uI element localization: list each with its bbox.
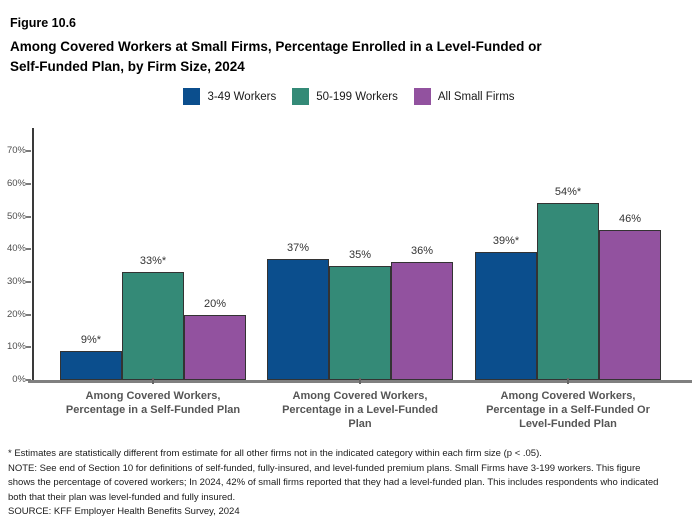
x-axis-tick [152, 378, 154, 384]
y-axis-tick [26, 248, 31, 251]
category-label: Among Covered Workers, Percentage in a S… [65, 390, 241, 416]
legend-label: 50-199 Workers [316, 90, 398, 103]
legend-item-all-small-firms: All Small Firms [413, 88, 515, 105]
y-axis-tick-label: 10% [6, 341, 26, 353]
bar-50-199-workers-group3 [537, 203, 599, 380]
y-axis-tick-label: 40% [6, 243, 26, 255]
legend-swatch-icon [183, 88, 201, 105]
y-axis-tick [26, 215, 31, 218]
bar-3-49-workers-group1 [60, 350, 122, 380]
bar-50-199-workers-group2 [329, 265, 391, 380]
y-axis-tick-label: 50% [6, 210, 26, 222]
category-label: Among Covered Workers, Percentage in a L… [282, 390, 438, 430]
y-axis-tick [26, 313, 31, 316]
bar-50-199-workers-group1 [122, 272, 184, 380]
figure-title: Among Covered Workers at Small Firms, Pe… [10, 39, 542, 74]
y-axis-tick [26, 182, 31, 185]
bar-all-small-firms-group3 [599, 229, 661, 380]
y-axis-tick [26, 150, 31, 153]
legend-swatch-icon [292, 88, 310, 105]
y-axis-tick [26, 346, 31, 349]
footnote-source: SOURCE: KFF Employer Health Benefits Sur… [8, 506, 240, 518]
x-axis-tick [359, 378, 361, 384]
bar-value-label: 37% [286, 242, 310, 254]
bar-value-label: 46% [618, 212, 642, 225]
y-axis-tick [26, 280, 31, 283]
legend-label: All Small Firms [437, 90, 515, 103]
legend-item-50-199-workers: 50-199 Workers [292, 88, 398, 105]
y-axis-tick-label: 20% [6, 308, 26, 320]
footnotes: * Estimates are statistically different … [0, 437, 668, 520]
footnote-asterisk: * Estimates are statistically different … [8, 448, 542, 459]
legend-label: 3-49 Workers [207, 90, 277, 103]
y-axis-tick-label: 30% [6, 275, 26, 287]
y-axis-tick-label: 0% [12, 374, 26, 385]
footnote-note: NOTE: See end of Section 10 for definiti… [8, 462, 659, 503]
bar-value-label: 54%* [554, 186, 582, 199]
y-axis-tick [26, 379, 31, 381]
y-axis-tick-label: 70% [6, 145, 26, 157]
bar-all-small-firms-group2 [391, 262, 453, 380]
bar-3-49-workers-group2 [267, 259, 329, 380]
bar-value-label: 33%* [139, 255, 167, 268]
category-label: Among Covered Workers, Percentage in a S… [486, 390, 650, 430]
legend-item-3-49-workers: 3-49 Workers [183, 88, 276, 105]
bar-value-label: 9%* [80, 333, 102, 346]
y-axis-tick-label: 60% [6, 177, 26, 189]
bar-all-small-firms-group1 [184, 314, 246, 380]
figure-number: Figure 10.6 [10, 16, 76, 30]
legend-swatch-icon [413, 88, 431, 105]
x-axis-tick [567, 378, 569, 384]
bar-value-label: 35% [348, 248, 372, 261]
chart-legend: 3-49 Workers 50-199 Workers All Small Firm… [0, 88, 698, 105]
bar-value-label: 20% [203, 297, 227, 310]
bar-value-label: 36% [410, 245, 434, 258]
plot-area: 0% 10% 20% 30% 40% 50% 60% 70% 9%* 37% 39%* 33%* 35%… [0, 117, 698, 437]
bar-3-49-workers-group3 [475, 252, 537, 380]
bar-value-label: 39%* [492, 235, 520, 248]
y-axis-line [32, 128, 34, 380]
figure-header: Figure 10.6 Among Covered Workers at Sma… [0, 0, 698, 77]
